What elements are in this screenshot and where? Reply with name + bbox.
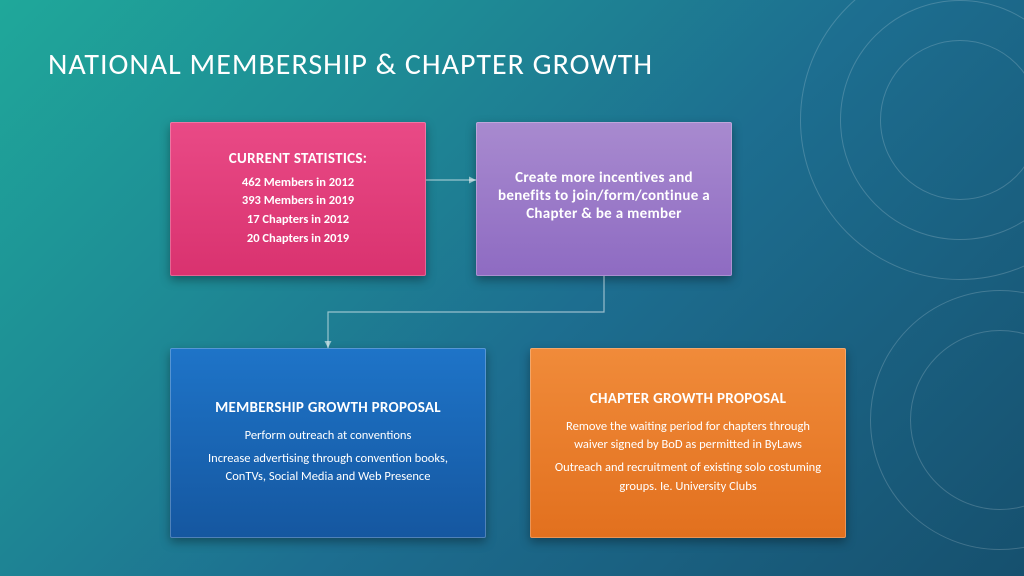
stats-line: 393 Members in 2019: [188, 192, 408, 211]
stats-header: CURRENT STATISTICS:: [188, 150, 408, 168]
chapter-line: Outreach and recruitment of existing sol…: [548, 459, 828, 497]
membership-line: Perform outreach at conventions: [188, 427, 468, 446]
membership-line: Increase advertising through convention …: [188, 450, 468, 488]
stats-line: 17 Chapters in 2012: [188, 211, 408, 230]
incentives-text: Create more incentives and benefits to j…: [494, 169, 714, 223]
slide: NATIONAL MEMBERSHIP & CHAPTER GROWTH CUR…: [0, 0, 1024, 576]
box-incentives: Create more incentives and benefits to j…: [476, 122, 732, 276]
stats-line: 462 Members in 2012: [188, 174, 408, 193]
stats-line: 20 Chapters in 2019: [188, 230, 408, 249]
slide-title: NATIONAL MEMBERSHIP & CHAPTER GROWTH: [48, 46, 653, 83]
box-current-statistics: CURRENT STATISTICS: 462 Members in 20123…: [170, 122, 426, 276]
chapter-line: Remove the waiting period for chapters t…: [548, 418, 828, 456]
chapter-header: CHAPTER GROWTH PROPOSAL: [548, 390, 828, 408]
box-chapter-growth: CHAPTER GROWTH PROPOSAL Remove the waiti…: [530, 348, 846, 538]
box-membership-growth: MEMBERSHIP GROWTH PROPOSAL Perform outre…: [170, 348, 486, 538]
membership-header: MEMBERSHIP GROWTH PROPOSAL: [188, 399, 468, 417]
